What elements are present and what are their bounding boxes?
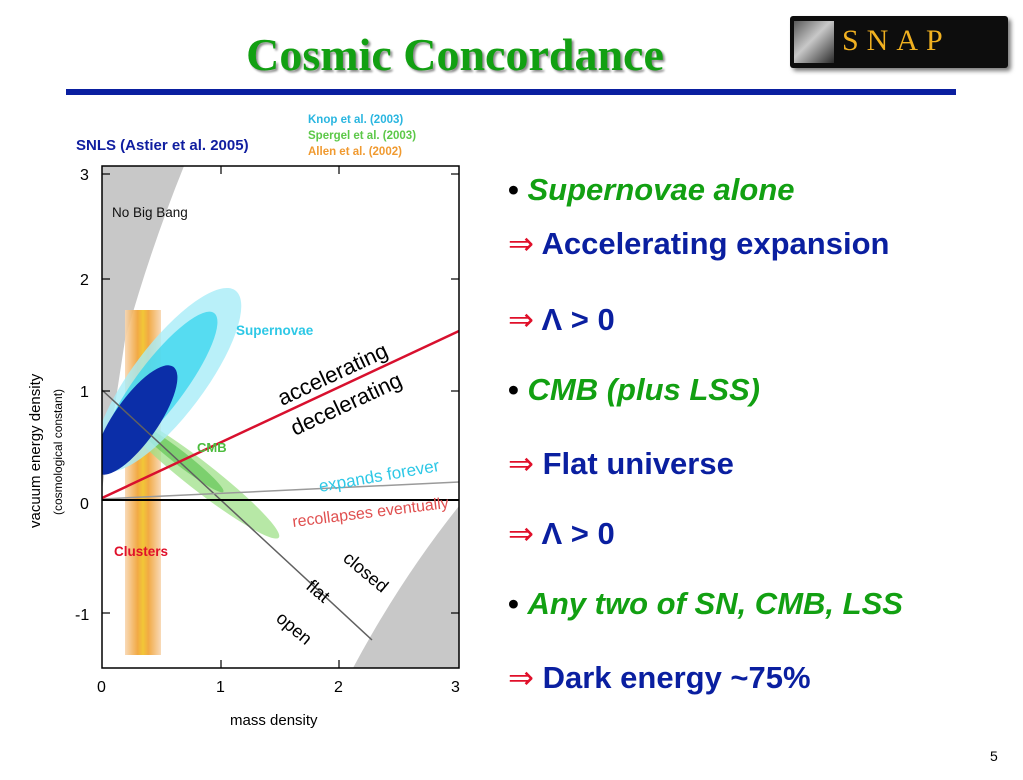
bullet-2-sub-a: ⇒ Flat universe xyxy=(508,446,734,482)
bullet-2: • CMB (plus LSS) xyxy=(508,372,760,408)
bullet-dot: • xyxy=(508,172,519,207)
bullet-dot: • xyxy=(508,586,519,621)
bullet-text: Λ > 0 xyxy=(541,516,615,551)
x-axis-label: mass density xyxy=(230,712,318,729)
implies-arrow-icon: ⇒ xyxy=(508,446,534,482)
implies-arrow-icon: ⇒ xyxy=(508,226,534,262)
citation-spergel: Spergel et al. (2003) xyxy=(308,130,417,142)
supernovae-label: Supernovae xyxy=(236,323,314,338)
y-tick-1: 1 xyxy=(80,384,89,401)
implies-arrow-icon: ⇒ xyxy=(508,302,534,338)
flat-line xyxy=(102,389,373,641)
citation-allen: Allen et al. (2002) xyxy=(308,146,402,158)
bullet-text: Λ > 0 xyxy=(541,302,615,337)
telescope-image xyxy=(794,21,834,63)
bullet-text: Accelerating expansion xyxy=(541,226,890,261)
y-axis-label: vacuum energy density xyxy=(27,373,44,528)
y-tick-neg1: -1 xyxy=(75,607,89,624)
y-tick-3: 3 xyxy=(80,167,89,184)
plot-frame xyxy=(101,165,460,669)
x-tick-0: 0 xyxy=(97,679,106,696)
no-big-bang-label: No Big Bang xyxy=(112,205,188,220)
open-label: open xyxy=(272,608,316,649)
accel-decel-line xyxy=(102,329,459,500)
x-ticks xyxy=(220,166,340,668)
bullet-dot: • xyxy=(508,372,519,407)
cosmology-plot: 3 2 1 0 -1 0 1 2 3 mass density vacuum e… xyxy=(27,165,460,729)
cmb-label: CMB xyxy=(197,440,227,455)
clusters-label: Clusters xyxy=(114,544,168,559)
bullet-text: Flat universe xyxy=(542,446,734,481)
logo-text: SNAP xyxy=(842,24,951,57)
title-underline xyxy=(66,89,956,95)
citation-snls: SNLS (Astier et al. 2005) xyxy=(76,137,249,154)
snap-logo: SNAP xyxy=(790,16,1008,68)
bullet-1: • Supernovae alone xyxy=(508,172,795,208)
bullet-text: Dark energy ~75% xyxy=(542,660,811,695)
x-tick-3: 3 xyxy=(451,679,460,696)
bullet-3: • Any two of SN, CMB, LSS xyxy=(508,586,903,622)
closed-label: closed xyxy=(339,548,392,597)
expands-line xyxy=(102,481,459,500)
slide-title: Cosmic Concordance xyxy=(246,29,664,80)
implies-arrow-icon: ⇒ xyxy=(508,660,534,696)
snls-contour xyxy=(102,365,178,475)
bullet-text: Any two of SN, CMB, LSS xyxy=(527,586,903,621)
bottom-right-region xyxy=(353,506,459,668)
x-tick-2: 2 xyxy=(334,679,343,696)
implies-arrow-icon: ⇒ xyxy=(508,516,534,552)
y-tick-0: 0 xyxy=(80,496,89,513)
bullet-2-sub-b: ⇒ Λ > 0 xyxy=(508,516,615,552)
bullet-text: Supernovae alone xyxy=(527,172,795,207)
citation-knop: Knop et al. (2003) xyxy=(308,114,404,126)
bullet-3-sub-a: ⇒ Dark energy ~75% xyxy=(508,660,811,696)
bullet-1-sub-b: ⇒ Λ > 0 xyxy=(508,302,615,338)
y-ticks xyxy=(102,173,459,614)
y-tick-2: 2 xyxy=(80,272,89,289)
bullet-1-sub-a: ⇒ Accelerating expansion xyxy=(508,226,889,262)
bullet-text: CMB (plus LSS) xyxy=(527,372,760,407)
no-big-bang-region xyxy=(102,166,184,490)
y-axis-sublabel: (cosmological constant) xyxy=(51,389,65,515)
page-number: 5 xyxy=(990,748,998,764)
expands-forever-label: expands forever xyxy=(317,456,441,496)
x-tick-1: 1 xyxy=(216,679,225,696)
